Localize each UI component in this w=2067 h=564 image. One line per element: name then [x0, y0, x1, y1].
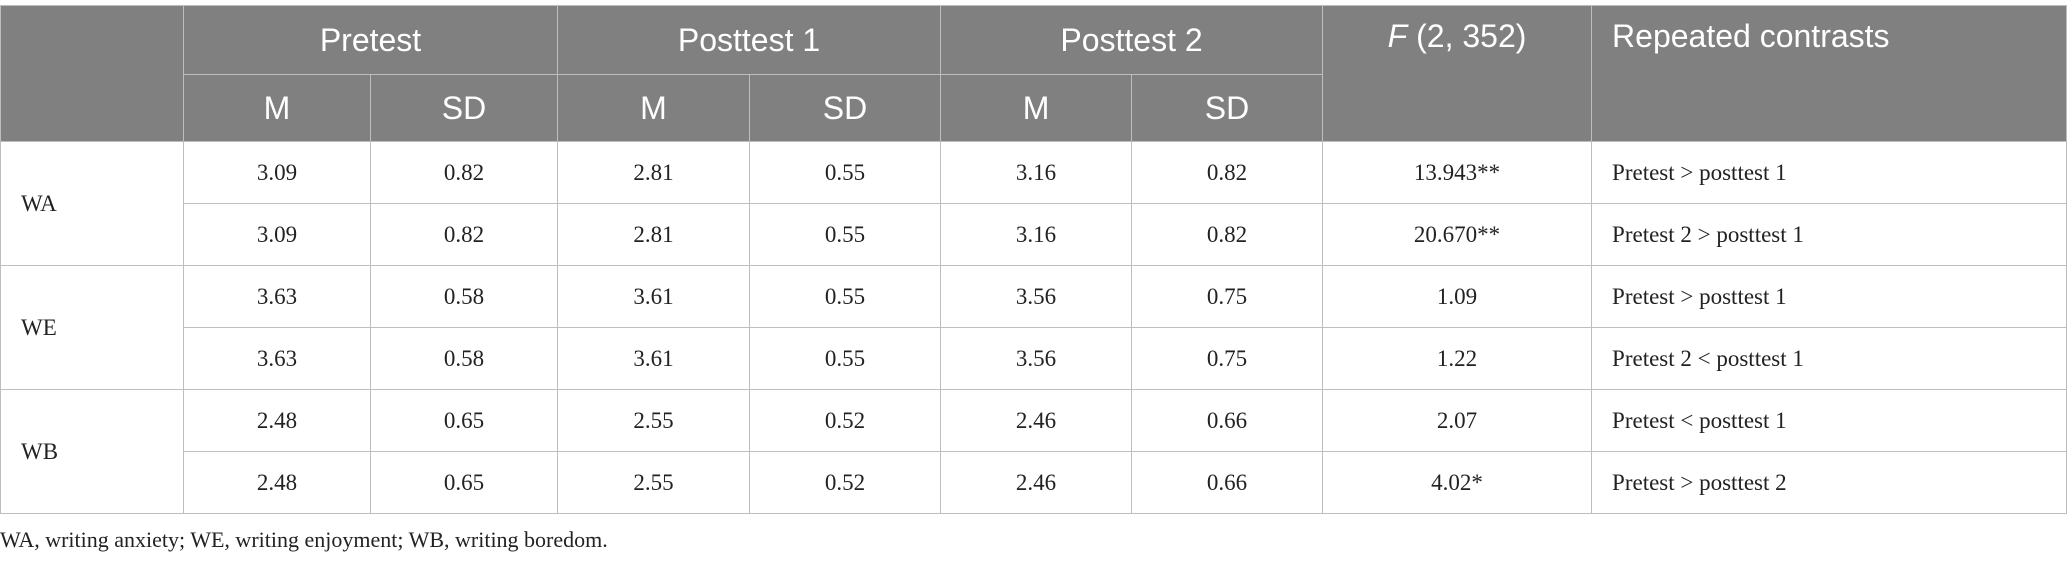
data-row: WA 3.09 0.82 2.81 0.55 3.16 0.82 13.943** Pretes… — [0, 141, 2067, 266]
cell: 3.61 — [557, 327, 750, 390]
cell: 20.670** — [1322, 203, 1593, 266]
cell: 0.75 — [1131, 327, 1324, 390]
cell: 0.82 — [370, 203, 558, 266]
cell: 2.07 — [1322, 389, 1593, 452]
cell: 3.63 — [183, 265, 371, 328]
cell: 13.943** — [1322, 141, 1593, 204]
cell: 0.82 — [1131, 141, 1324, 204]
cell: 4.02* — [1322, 451, 1593, 514]
cell: 2.55 — [557, 451, 750, 514]
cell: 3.56 — [940, 327, 1133, 390]
sub-header: SD — [748, 74, 942, 142]
contrast-header: Repeated contrasts — [1591, 5, 2067, 142]
cell: 0.66 — [1131, 451, 1324, 514]
cell: 0.66 — [1131, 389, 1324, 452]
cell: 2.55 — [557, 389, 750, 452]
group-header: Pretest — [183, 5, 558, 75]
cell: 0.65 — [370, 389, 558, 452]
sub-header: SD — [1131, 74, 1324, 142]
cell: Pretest 2 < posttest 1 — [1591, 327, 2067, 390]
cell: 0.58 — [370, 265, 558, 328]
data-row: 2.48 0.65 2.55 0.52 2.46 0.66 4.02* Pretest > p… — [1, 451, 2067, 514]
cell: 0.55 — [748, 327, 942, 390]
cell: 0.52 — [748, 451, 942, 514]
sub-header: SD — [370, 74, 558, 142]
row-label: WA — [0, 141, 184, 266]
row-label: WE — [0, 265, 184, 390]
cell: 2.46 — [940, 451, 1133, 514]
cell: 3.16 — [940, 203, 1133, 266]
cell: 0.55 — [748, 141, 942, 204]
cell: 3.09 — [183, 203, 371, 266]
subheader-row: M SD M SD M SD — [1, 74, 2067, 142]
group-header: Posttest 1 — [556, 5, 942, 75]
cell: 3.56 — [940, 265, 1133, 328]
cell: Pretest 2 > posttest 1 — [1591, 203, 2067, 266]
cell: 0.52 — [748, 389, 942, 452]
cell: 0.82 — [370, 141, 558, 204]
cell: 0.55 — [748, 203, 942, 266]
data-row: 3.63 0.58 3.61 0.55 3.56 0.75 1.22 Pretest 2 < … — [1, 327, 2067, 390]
row-label: WB — [0, 389, 184, 514]
cell: 2.46 — [940, 389, 1133, 452]
cell: 0.58 — [370, 327, 558, 390]
cell: 3.63 — [183, 327, 371, 390]
cell: 2.48 — [183, 451, 371, 514]
f-header: F (2, 352) — [1322, 5, 1593, 142]
f-rest: (2, 352) — [1407, 18, 1527, 54]
cell: 2.81 — [557, 141, 750, 204]
cell: 3.16 — [940, 141, 1133, 204]
cell: 0.55 — [748, 265, 942, 328]
sub-header: M — [183, 74, 371, 142]
cell: 2.81 — [557, 203, 750, 266]
data-row: WB 2.48 0.65 2.55 0.52 2.46 0.66 2.07 Pretest < … — [0, 389, 2067, 514]
cell: 2.48 — [183, 389, 371, 452]
cell: 1.22 — [1322, 327, 1593, 390]
cell: 3.61 — [557, 265, 750, 328]
cell: Pretest < posttest 1 — [1591, 389, 2067, 452]
cell: 3.09 — [183, 141, 371, 204]
header-cell — [0, 5, 184, 142]
footnote: WA, writing anxiety; WE, writing enjoyme… — [0, 527, 608, 552]
f-italic: F — [1387, 18, 1408, 54]
cell: 0.82 — [1131, 203, 1324, 266]
sub-header: M — [557, 74, 750, 142]
data-row: 3.09 0.82 2.81 0.55 3.16 0.82 20.670** Pretest … — [1, 203, 2067, 266]
cell: Pretest > posttest 1 — [1591, 141, 2067, 204]
cell: 0.75 — [1131, 265, 1324, 328]
sub-header: M — [940, 74, 1133, 142]
cell: Pretest > posttest 1 — [1591, 265, 2067, 328]
data-row: WE 3.63 0.58 3.61 0.55 3.56 0.75 1.09 Pretest > … — [0, 265, 2067, 390]
group-header: Posttest 2 — [940, 5, 1324, 75]
cell: 1.09 — [1322, 265, 1593, 328]
cell: 0.65 — [370, 451, 558, 514]
cell: Pretest > posttest 2 — [1591, 451, 2067, 514]
